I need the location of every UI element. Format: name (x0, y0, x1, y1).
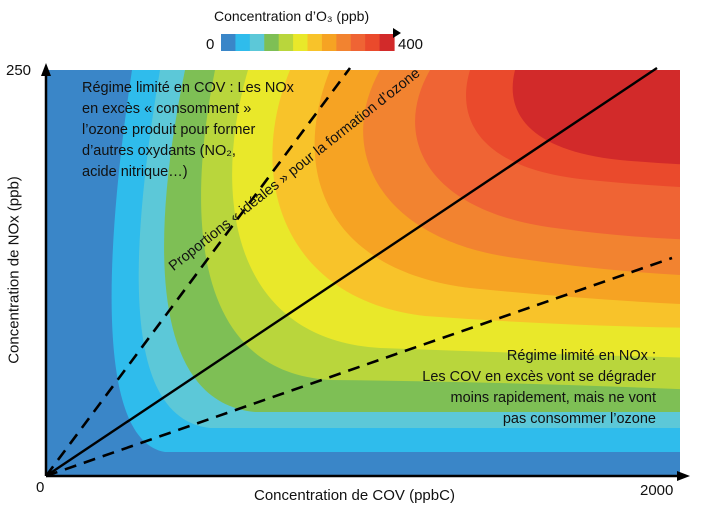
nox-limit-dashed-line (45, 256, 673, 478)
ozone-contour-bands (46, 70, 680, 476)
ozone-colorbar (221, 28, 401, 51)
colorbar-swatch (278, 34, 294, 51)
y-axis-label: Concentration de NOx (ppb) (5, 176, 23, 364)
colorbar-swatch (321, 34, 337, 51)
ratio-lines (44, 67, 673, 478)
colorbar-swatch (249, 34, 265, 51)
voc-limited-regime-note: Régime limité en COV : Les NOx en excès … (82, 78, 322, 183)
voc-note-line: d’autres oxydants (NO₂, (82, 143, 236, 159)
y-max-tick-label: 250 (6, 62, 32, 79)
contour-band (512, 70, 680, 165)
nox-note-line: Les COV en excès vont se dégrader (422, 369, 656, 385)
origin-label: 0 (36, 479, 45, 496)
x-axis-arrow (677, 471, 690, 481)
nox-note-line: pas consommer l’ozone (502, 411, 656, 427)
y-axis-arrow (41, 63, 51, 76)
colorbar-arrow (393, 28, 401, 38)
colorbar-swatch (293, 34, 309, 51)
nox-limited-regime-note: Régime limité en NOx : Les COV en excès … (380, 346, 656, 430)
colorbar-swatch (336, 34, 352, 51)
colorbar-max-label: 400 (398, 36, 424, 53)
colorbar-swatch (379, 34, 395, 51)
colorbar-swatch (350, 34, 366, 51)
colorbar-swatch (307, 34, 323, 51)
colorbar-swatch (264, 34, 280, 51)
voc-note-line: acide nitrique…) (82, 164, 188, 180)
voc-limit-dashed-line (44, 67, 352, 477)
voc-note-line: l’ozone produit pour former (82, 122, 256, 138)
x-axis-label: Concentration de COV (ppbC) (254, 487, 455, 504)
voc-note-line: Régime limité en COV : Les NOx (82, 80, 294, 96)
colorbar-swatch (235, 34, 251, 51)
colorbar-swatch (365, 34, 381, 51)
nox-note-line: moins rapidement, mais ne vont (450, 390, 656, 406)
x-max-tick-label: 2000 (640, 482, 674, 499)
nox-note-line: Régime limité en NOx : (506, 348, 656, 364)
ideal-ratio-line (45, 67, 658, 477)
colorbar-title: Concentration d’O₃ (ppb) (214, 8, 370, 24)
voc-note-line: en excès « consomment » (82, 101, 252, 117)
axes (41, 63, 690, 481)
colorbar-min-label: 0 (206, 36, 215, 53)
colorbar-swatch (221, 34, 237, 51)
